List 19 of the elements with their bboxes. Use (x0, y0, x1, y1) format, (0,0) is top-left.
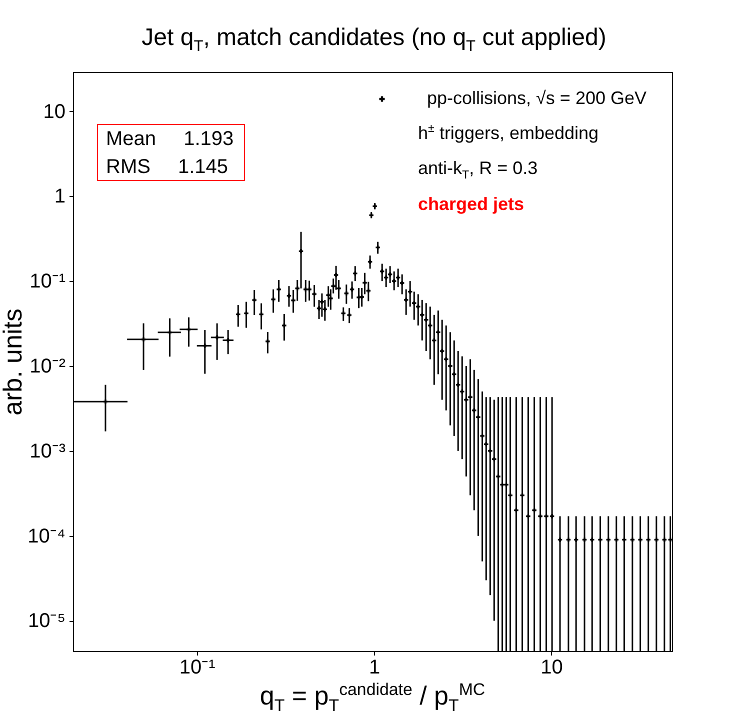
legend-label: pp-collisions, √s = 200 GeV (427, 88, 646, 108)
y-tick-label: 10⁻⁵ (28, 610, 66, 632)
chart-title: Jet q$_{T}$, match candidates (no q$_{T}$ cut applied) (140, 24, 608, 56)
annotation: anti-k$_{T}$, R = 0.3 (418, 158, 538, 182)
stats-box: Mean 1.193 RMS 1.145 (97, 124, 245, 181)
x-tick-label: 10⁻¹ (179, 656, 216, 678)
annotation: charged jets (418, 194, 524, 215)
annotation: h$^{±}$ triggers, embedding (418, 122, 599, 144)
x-tick-label: 10 (540, 656, 563, 678)
y-tick-label: 1 (54, 186, 66, 208)
x-tick-label: 1 (369, 656, 380, 678)
y-tick-label: 10⁻² (30, 355, 66, 378)
annotation: Mean 1.193 (106, 127, 235, 152)
y-axis-title: arb. units (0, 308, 28, 416)
y-tick-label: 10⁻¹ (30, 270, 66, 293)
y-tick-label: 10⁻⁴ (28, 525, 66, 548)
y-tick-label: 10⁻³ (30, 440, 66, 462)
annotation: RMS 1.145 (106, 155, 230, 180)
y-tick-label: 10 (43, 100, 66, 123)
